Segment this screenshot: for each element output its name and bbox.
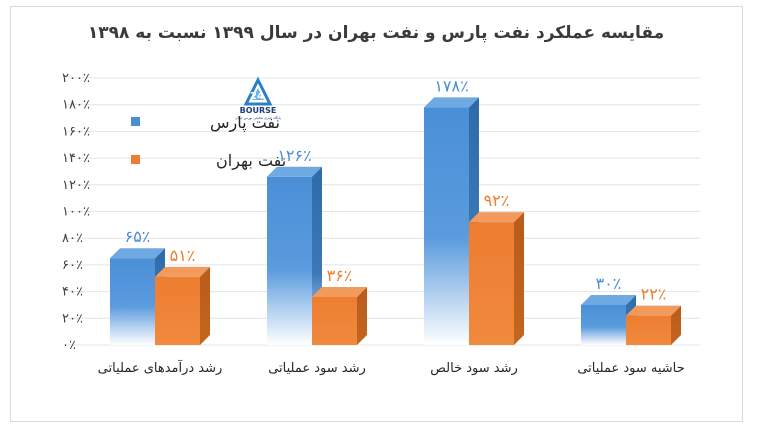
bar-top [312, 286, 367, 297]
bar-top [469, 212, 524, 223]
bar-front [626, 315, 671, 345]
bar-top [581, 294, 636, 305]
data-label: ۶۵٪ [125, 227, 151, 246]
category-label: رشد سود عملیاتی [268, 361, 366, 376]
bars [110, 97, 681, 346]
bar-side [671, 305, 681, 345]
y-tick-label: ۲۰٪ [62, 311, 83, 326]
bar-side [200, 266, 210, 345]
logo-text: BOURSE [240, 106, 277, 115]
y-tick-label: ۱۴۰٪ [62, 151, 90, 166]
data-labels: ۶۵٪ ۵۱٪ ۱۲۶٪ ۳۶٪ ۱۷۸٪ ۹۲٪ ۳۰٪ ۲۲٪ [125, 76, 667, 303]
bar-behran [312, 286, 367, 345]
y-tick-label: ۴۰٪ [62, 285, 83, 300]
legend-swatch-behran [131, 155, 140, 164]
bar-front [424, 107, 469, 346]
chart-title: مقایسه عملکرد نفت پارس و نفت بهران در سا… [88, 23, 664, 43]
legend-label-pars: نفت پارس [210, 113, 280, 133]
data-label: ۱۲۶٪ [277, 146, 311, 165]
y-tick-label: ۰٪ [62, 338, 76, 353]
legend: نفت پارس نفت بهران [131, 113, 286, 171]
y-tick-label: ۶۰٪ [62, 258, 83, 273]
bar-side [357, 286, 367, 345]
bar-top [155, 266, 210, 277]
legend-label-behran: نفت بهران [216, 151, 286, 171]
data-label: ۱۷۸٪ [434, 76, 468, 95]
category-label: حاشیه سود عملیاتی [577, 361, 684, 376]
bar-front [155, 276, 200, 345]
category-label: رشد درآمدهای عملیاتی [98, 359, 223, 376]
chart-frame [10, 6, 743, 422]
bar-top [424, 97, 479, 108]
logo-subtitle: پایگاه خبری تحلیلی بورس ایران [235, 115, 281, 120]
category-labels: رشد درآمدهای عملیاتی رشد سود عملیاتی رشد س… [98, 359, 685, 376]
data-label: ۲۲٪ [641, 285, 667, 304]
legend-swatch-pars [131, 117, 140, 126]
bar-side [514, 212, 524, 345]
bar-behran [469, 212, 524, 345]
bar-front [469, 222, 514, 345]
y-tick-label: ۸۰٪ [62, 231, 83, 246]
bar-front [581, 304, 626, 345]
bar-top [110, 248, 165, 259]
bourse24-logo-icon: 24 BOURSE پایگاه خبری تحلیلی بورس ایران [235, 76, 281, 120]
y-tick-label: ۲۰۰٪ [62, 71, 90, 86]
svg-text:24: 24 [250, 91, 264, 102]
y-tick-label: ۱۶۰٪ [62, 124, 90, 139]
y-tick-label: ۱۰۰٪ [62, 205, 90, 220]
bar-top [267, 166, 322, 177]
data-label: ۳۰٪ [596, 274, 622, 293]
bar-front [267, 176, 312, 345]
bar-behran [626, 305, 681, 345]
data-label: ۵۱٪ [170, 246, 196, 265]
data-label: ۹۲٪ [484, 191, 510, 210]
y-tick-label: ۱۸۰٪ [62, 98, 90, 113]
y-axis-tick-labels: ۰٪ ۲۰٪ ۴۰٪ ۶۰٪ ۸۰٪ ۱۰۰٪ ۱۲۰٪ ۱۴۰٪ ۱۶۰٪ ۱۸۰٪ ۲۰۰٪ [62, 71, 90, 353]
bar-top [626, 305, 681, 316]
bar-front [110, 258, 155, 345]
data-label: ۳۶٪ [327, 266, 353, 285]
bar-behran [155, 266, 210, 345]
category-label: رشد سود خالص [430, 361, 518, 376]
y-tick-label: ۱۲۰٪ [62, 178, 90, 193]
bar-front [312, 296, 357, 345]
